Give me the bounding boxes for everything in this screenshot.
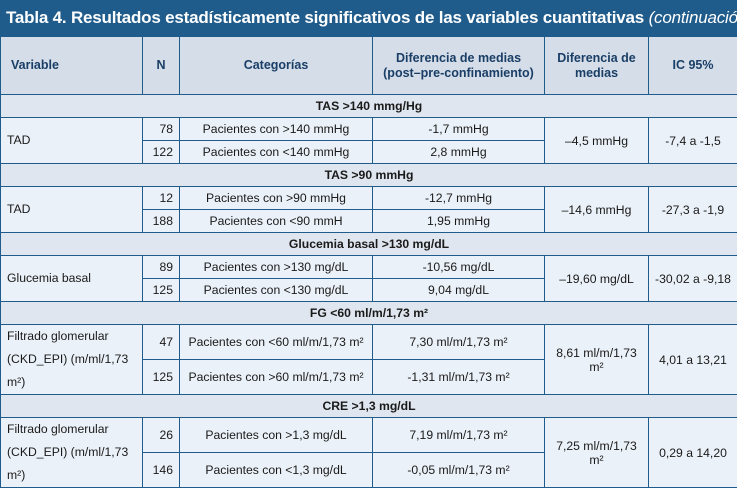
n-cell: 125 — [143, 360, 180, 395]
ic-cell: -7,4 a -1,5 — [649, 118, 737, 164]
categoria-cell: Pacientes con <140 mmHg — [180, 141, 373, 164]
header-variable: Variable — [1, 37, 143, 95]
header-diferencia-line1: Diferencia de medias — [396, 51, 521, 65]
header-diferencia-line2: (post–pre-confinamiento) — [383, 66, 534, 80]
variable-line: Glucemia basal — [7, 271, 91, 285]
categoria-cell: Pacientes con >1,3 mg/dL — [180, 418, 373, 453]
variable-cell: Filtrado glomerular (CKD_EPI) (m/ml/1,73 … — [1, 325, 143, 395]
section-header-row: TAS >90 mmHg — [1, 164, 737, 187]
results-table: Variable N Categorías Diferencia de medi… — [0, 36, 737, 488]
n-cell: 125 — [143, 279, 180, 302]
categoria-cell: Pacientes con >140 mmHg — [180, 118, 373, 141]
variable-cell: Filtrado glomerular (CKD_EPI) (m/ml/1,73 … — [1, 418, 143, 488]
n-cell: 78 — [143, 118, 180, 141]
diferencia-medias-cell: –14,6 mmHg — [545, 187, 649, 233]
section-header-row: TAS >140 mmg/Hg — [1, 95, 737, 118]
table-row: Filtrado glomerular(CKD_EPI) (m/ml/1,73 … — [1, 418, 737, 453]
table-title-main: Tabla 4. Resultados estadísticamente sig… — [6, 8, 644, 27]
section-header-row: Glucemia basal >130 mg/dL — [1, 233, 737, 256]
ic-cell: 0,29 a 14,20 — [649, 418, 737, 488]
variable-line: (CKD_EPI) (m/ml/1,73 m²) — [7, 445, 128, 482]
section-header: TAS >140 mmg/Hg — [1, 95, 737, 118]
diferencia-cell: -12,7 mmHg — [373, 187, 545, 210]
section-header-row: CRE >1,3 mg/dL — [1, 395, 737, 418]
header-ic: IC 95% — [649, 37, 737, 95]
diferencia-medias-cell: 8,61 ml/m/1,73 m² — [545, 325, 649, 395]
header-categorias: Categorías — [180, 37, 373, 95]
categoria-cell: Pacientes con >90 mmHg — [180, 187, 373, 210]
n-cell: 12 — [143, 187, 180, 210]
categoria-cell: Pacientes con <130 mg/dL — [180, 279, 373, 302]
ic-cell: -27,3 a -1,9 — [649, 187, 737, 233]
variable-line: Filtrado glomerular — [7, 329, 109, 343]
diferencia-cell: -0,05 ml/m/1,73 m² — [373, 453, 545, 488]
n-cell: 47 — [143, 325, 180, 360]
variable-line: Filtrado glomerular — [7, 422, 109, 436]
header-diferencia: Diferencia de medias(post–pre-confinamie… — [373, 37, 545, 95]
n-cell: 146 — [143, 453, 180, 488]
n-cell: 26 — [143, 418, 180, 453]
n-cell: 89 — [143, 256, 180, 279]
header-n: N — [143, 37, 180, 95]
ic-cell: 4,01 a 13,21 — [649, 325, 737, 395]
table-title: Tabla 4. Resultados estadísticamente sig… — [0, 0, 737, 36]
diferencia-cell: 7,30 ml/m/1,73 m² — [373, 325, 545, 360]
variable-cell: TAD — [1, 118, 143, 164]
categoria-cell: Pacientes con <90 mmH — [180, 210, 373, 233]
diferencia-cell: 2,8 mmHg — [373, 141, 545, 164]
table-row: Filtrado glomerular(CKD_EPI) (m/ml/1,73 … — [1, 325, 737, 360]
diferencia-medias-cell: –19,60 mg/dL — [545, 256, 649, 302]
section-header: FG <60 ml/m/1,73 m² — [1, 302, 737, 325]
diferencia-cell: 7,19 ml/m/1,73 m² — [373, 418, 545, 453]
header-dm-line2: medias — [575, 66, 618, 80]
diferencia-cell: -1,7 mmHg — [373, 118, 545, 141]
section-header: Glucemia basal >130 mg/dL — [1, 233, 737, 256]
diferencia-cell: -10,56 mg/dL — [373, 256, 545, 279]
categoria-cell: Pacientes con <1,3 mg/dL — [180, 453, 373, 488]
categoria-cell: Pacientes con >130 mg/dL — [180, 256, 373, 279]
section-header-row: FG <60 ml/m/1,73 m² — [1, 302, 737, 325]
header-row: Variable N Categorías Diferencia de medi… — [1, 37, 737, 95]
categoria-cell: Pacientes con >60 ml/m/1,73 m² — [180, 360, 373, 395]
variable-cell: TAD — [1, 187, 143, 233]
variable-line: (CKD_EPI) (m/ml/1,73 m²) — [7, 352, 128, 389]
diferencia-medias-cell: –4,5 mmHg — [545, 118, 649, 164]
table-figure: Tabla 4. Resultados estadísticamente sig… — [0, 0, 737, 444]
ic-cell: -30,02 a -9,18 — [649, 256, 737, 302]
section-header: TAS >90 mmHg — [1, 164, 737, 187]
section-header: CRE >1,3 mg/dL — [1, 395, 737, 418]
diferencia-medias-cell: 7,25 ml/m/1,73 m² — [545, 418, 649, 488]
diferencia-cell: 1,95 mmHg — [373, 210, 545, 233]
variable-line: TAD — [7, 133, 30, 147]
diferencia-cell: 9,04 mg/dL — [373, 279, 545, 302]
variable-line: TAD — [7, 202, 30, 216]
table-title-sub: (continuación) — [649, 8, 737, 27]
n-cell: 188 — [143, 210, 180, 233]
variable-cell: Glucemia basal — [1, 256, 143, 302]
header-dm-line1: Diferencia de — [557, 51, 636, 65]
categoria-cell: Pacientes con <60 ml/m/1,73 m² — [180, 325, 373, 360]
diferencia-cell: -1,31 ml/m/1,73 m² — [373, 360, 545, 395]
n-cell: 122 — [143, 141, 180, 164]
